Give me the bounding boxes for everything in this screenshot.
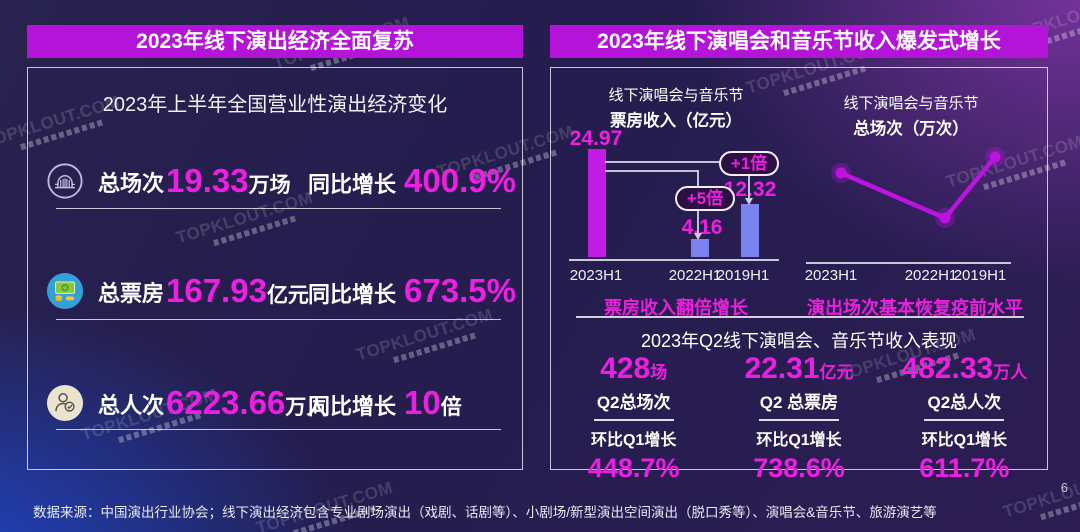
divider — [576, 316, 1024, 318]
annotation-line — [605, 170, 698, 172]
right-panel-header: 2023年线下演唱会和音乐节收入爆发式增长 — [550, 25, 1048, 58]
stat-value: 167.93亿元 — [166, 272, 309, 309]
bar-value-2022H1: 4.16 — [681, 216, 723, 239]
data-source-note: 数据来源：中国演出行业协会；线下演出经济包含专业剧场演出（戏剧、话剧等）、小剧场… — [33, 505, 937, 520]
bar-value-2019H1: 12.32 — [723, 178, 777, 201]
line-xlabel-2023H1: 2023H1 — [804, 267, 858, 284]
page-number: 6 — [1060, 480, 1068, 495]
bar-2019H1 — [741, 204, 759, 257]
bar-2023H1 — [588, 149, 606, 257]
divider — [758, 419, 839, 421]
line-xlabel-2022H1: 2022H1 — [904, 267, 958, 284]
bar-chart-axis — [569, 259, 779, 261]
line-chart — [831, 147, 1005, 228]
divider — [56, 208, 501, 209]
bar-2022H1 — [691, 239, 709, 257]
stat-label: 总票房 — [98, 281, 165, 306]
divider — [593, 419, 674, 421]
bar-xlabel-2022H1: 2022H1 — [668, 267, 722, 284]
stat-value: 19.33万场 — [166, 162, 291, 199]
stat-row-box-office: 总票房 167.93亿元 同比增长 673.5% — [28, 268, 522, 314]
bar-xlabel-2019H1: 2019H1 — [716, 267, 770, 284]
left-panel-header: 2023年线下演出经济全面复苏 — [27, 25, 523, 58]
right-panel-box: 线下演唱会与音乐节 票房收入（亿元） 24.97 4.16 12.32 +1倍 … — [550, 67, 1048, 483]
stat-growth: 同比增长 10倍 — [308, 384, 462, 421]
stat-growth: 同比增长 673.5% — [308, 272, 516, 309]
q2-section-title: 2023年Q2线下演唱会、音乐节收入表现 — [640, 331, 958, 351]
divider — [56, 429, 501, 430]
stat-row-attendance: 总人次 6223.66万人 同比增长 10倍 — [28, 380, 522, 426]
bar-xlabel-2023H1: 2023H1 — [569, 267, 623, 284]
left-panel-box: 2023年上半年全国营业性演出经济变化 总场次 19.33万场 同比增长 400.… — [27, 67, 523, 470]
venue-icon — [46, 162, 84, 200]
annotation-pill-plus1x: +1倍 — [719, 151, 779, 176]
stat-label: 总人次 — [98, 393, 165, 418]
q2-stat-box-office: 22.31亿元 Q2 总票房 环比Q1增长 738.6% — [744, 352, 854, 483]
box-office-icon — [46, 272, 84, 310]
stat-label: 总场次 — [98, 171, 165, 196]
line-chart-caption: 演出场次基本恢复疫前水平 — [807, 298, 1023, 318]
attendance-icon — [46, 384, 84, 422]
stat-growth: 同比增长 400.9% — [308, 162, 516, 199]
q2-stats-row: 428场 Q2总场次 环比Q1增长 448.7% 22.31亿元 Q2 总票房 … — [551, 352, 1047, 484]
stat-value: 6223.66万人 — [166, 384, 328, 421]
arrow-down-icon — [744, 198, 753, 205]
left-box-title: 2023年上半年全国营业性演出经济变化 — [102, 94, 448, 116]
annotation-line — [748, 172, 750, 198]
bar-value-2023H1: 24.97 — [569, 127, 623, 150]
annotation-line — [605, 161, 721, 163]
line-chart-title: 线下演唱会与音乐节 总场次（万次） — [843, 95, 979, 138]
divider — [56, 319, 501, 320]
arrow-down-icon — [693, 233, 702, 240]
bar-chart-caption: 票房收入翻倍增长 — [604, 298, 748, 318]
annotation-pill-plus5x: +5倍 — [675, 186, 735, 211]
q2-stat-total-shows: 428场 Q2总场次 环比Q1增长 448.7% — [587, 352, 680, 483]
stat-row-total-shows: 总场次 19.33万场 同比增长 400.9% — [28, 158, 522, 204]
divider — [924, 419, 1005, 421]
line-chart-axis — [806, 262, 1011, 264]
bar-chart-title: 线下演唱会与音乐节 票房收入（亿元） — [608, 87, 744, 130]
line-xlabel-2019H1: 2019H1 — [953, 267, 1007, 284]
q2-stat-attendance: 482.33万人 Q2总人次 环比Q1增长 611.7% — [901, 352, 1028, 483]
